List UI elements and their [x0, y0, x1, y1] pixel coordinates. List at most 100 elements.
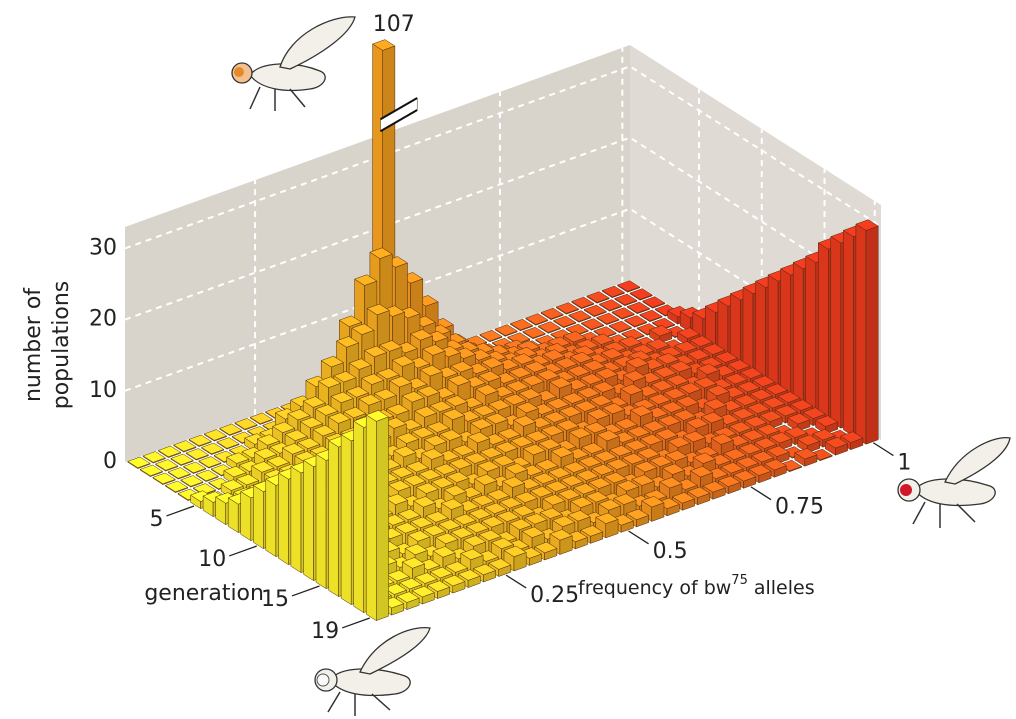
bar-top [596, 312, 620, 325]
bar-top [618, 336, 642, 348]
bar-top [407, 530, 431, 542]
grid-line [124, 207, 882, 392]
bar-top [486, 489, 510, 501]
bar-top [649, 325, 673, 337]
bar [201, 442, 225, 455]
bar [553, 315, 577, 328]
bar-top [499, 497, 523, 509]
bar-top [173, 440, 197, 452]
bar-top [538, 438, 562, 450]
bar-top [223, 465, 247, 478]
bar-side [265, 478, 277, 557]
bar-top [249, 412, 273, 424]
bar-top [254, 447, 278, 460]
bar-top [672, 492, 695, 504]
bar-top [435, 532, 459, 545]
bar-top [655, 428, 678, 440]
bar-top [481, 357, 504, 369]
bar [599, 299, 622, 312]
bar-top [690, 466, 713, 478]
bar-top [471, 494, 495, 506]
bar-front [865, 225, 879, 445]
bar-top [598, 499, 622, 511]
bar-top [667, 436, 691, 448]
bar-side [830, 236, 842, 429]
bar-top [694, 376, 717, 389]
bar-top [787, 413, 811, 425]
bar-top [586, 291, 610, 303]
bar-top [586, 408, 610, 420]
bar-top [365, 410, 389, 422]
bar-top [506, 380, 529, 392]
bar-top [685, 417, 709, 429]
bar-top [752, 375, 776, 387]
bar-top [272, 421, 296, 433]
grid-line [124, 65, 882, 250]
bar-top [417, 385, 440, 397]
bar-top [485, 412, 509, 425]
generation-tick-label: 10 [198, 547, 226, 572]
x-tick [628, 530, 649, 545]
bar-top [468, 508, 492, 520]
bar-top [494, 324, 518, 336]
bar-top [467, 431, 491, 444]
bar [167, 467, 191, 480]
x-axis-title-part: frequency of bw [578, 577, 731, 599]
bar-top [590, 333, 614, 345]
bar-top [389, 376, 413, 388]
bar-top [606, 458, 630, 470]
bar-top [624, 315, 648, 327]
bar-top [739, 367, 763, 379]
bar-top [466, 521, 489, 534]
bar-top [774, 405, 798, 417]
bar [586, 291, 610, 304]
bar-top [385, 493, 409, 505]
bar-top [754, 437, 777, 449]
x-tick-label: 0.75 [775, 495, 824, 520]
bar-top [556, 419, 580, 431]
bar-top [794, 448, 818, 460]
bar-top [234, 418, 258, 430]
bar [583, 304, 607, 317]
bar [629, 288, 653, 301]
bar-top [419, 365, 443, 377]
bar-top [484, 502, 507, 514]
bar-top [552, 515, 576, 527]
bar-top [442, 574, 466, 587]
bar-top [404, 543, 428, 556]
bar-top [567, 510, 591, 522]
bar-top [510, 318, 533, 331]
bar-top [204, 429, 227, 441]
bar-top [585, 491, 609, 503]
bar-side [303, 460, 314, 581]
bar-top [762, 397, 786, 409]
bar [140, 464, 163, 477]
bar [365, 410, 389, 621]
bar-top [575, 469, 599, 481]
bar-top [689, 335, 713, 347]
bar-top [578, 456, 602, 468]
bar [733, 470, 757, 489]
bar-top [825, 437, 848, 449]
bar-top [503, 393, 527, 406]
bar [687, 486, 711, 506]
bar-top [724, 373, 748, 385]
bar-side [315, 453, 327, 589]
bar-side [278, 472, 289, 565]
bar-top [677, 327, 701, 339]
bar-top [491, 537, 514, 550]
bar [170, 453, 194, 466]
bar [611, 307, 635, 320]
bar-top [287, 408, 311, 421]
bar-top [540, 307, 564, 320]
bar-top [411, 426, 435, 439]
bar-top [599, 299, 622, 311]
bar-top [415, 482, 439, 494]
bar [659, 477, 683, 503]
bar-top [364, 345, 387, 358]
bar-top [463, 535, 487, 547]
bar-top [595, 512, 619, 524]
bar-top [180, 475, 204, 487]
bar-top [550, 446, 574, 458]
bar-top [696, 363, 720, 375]
